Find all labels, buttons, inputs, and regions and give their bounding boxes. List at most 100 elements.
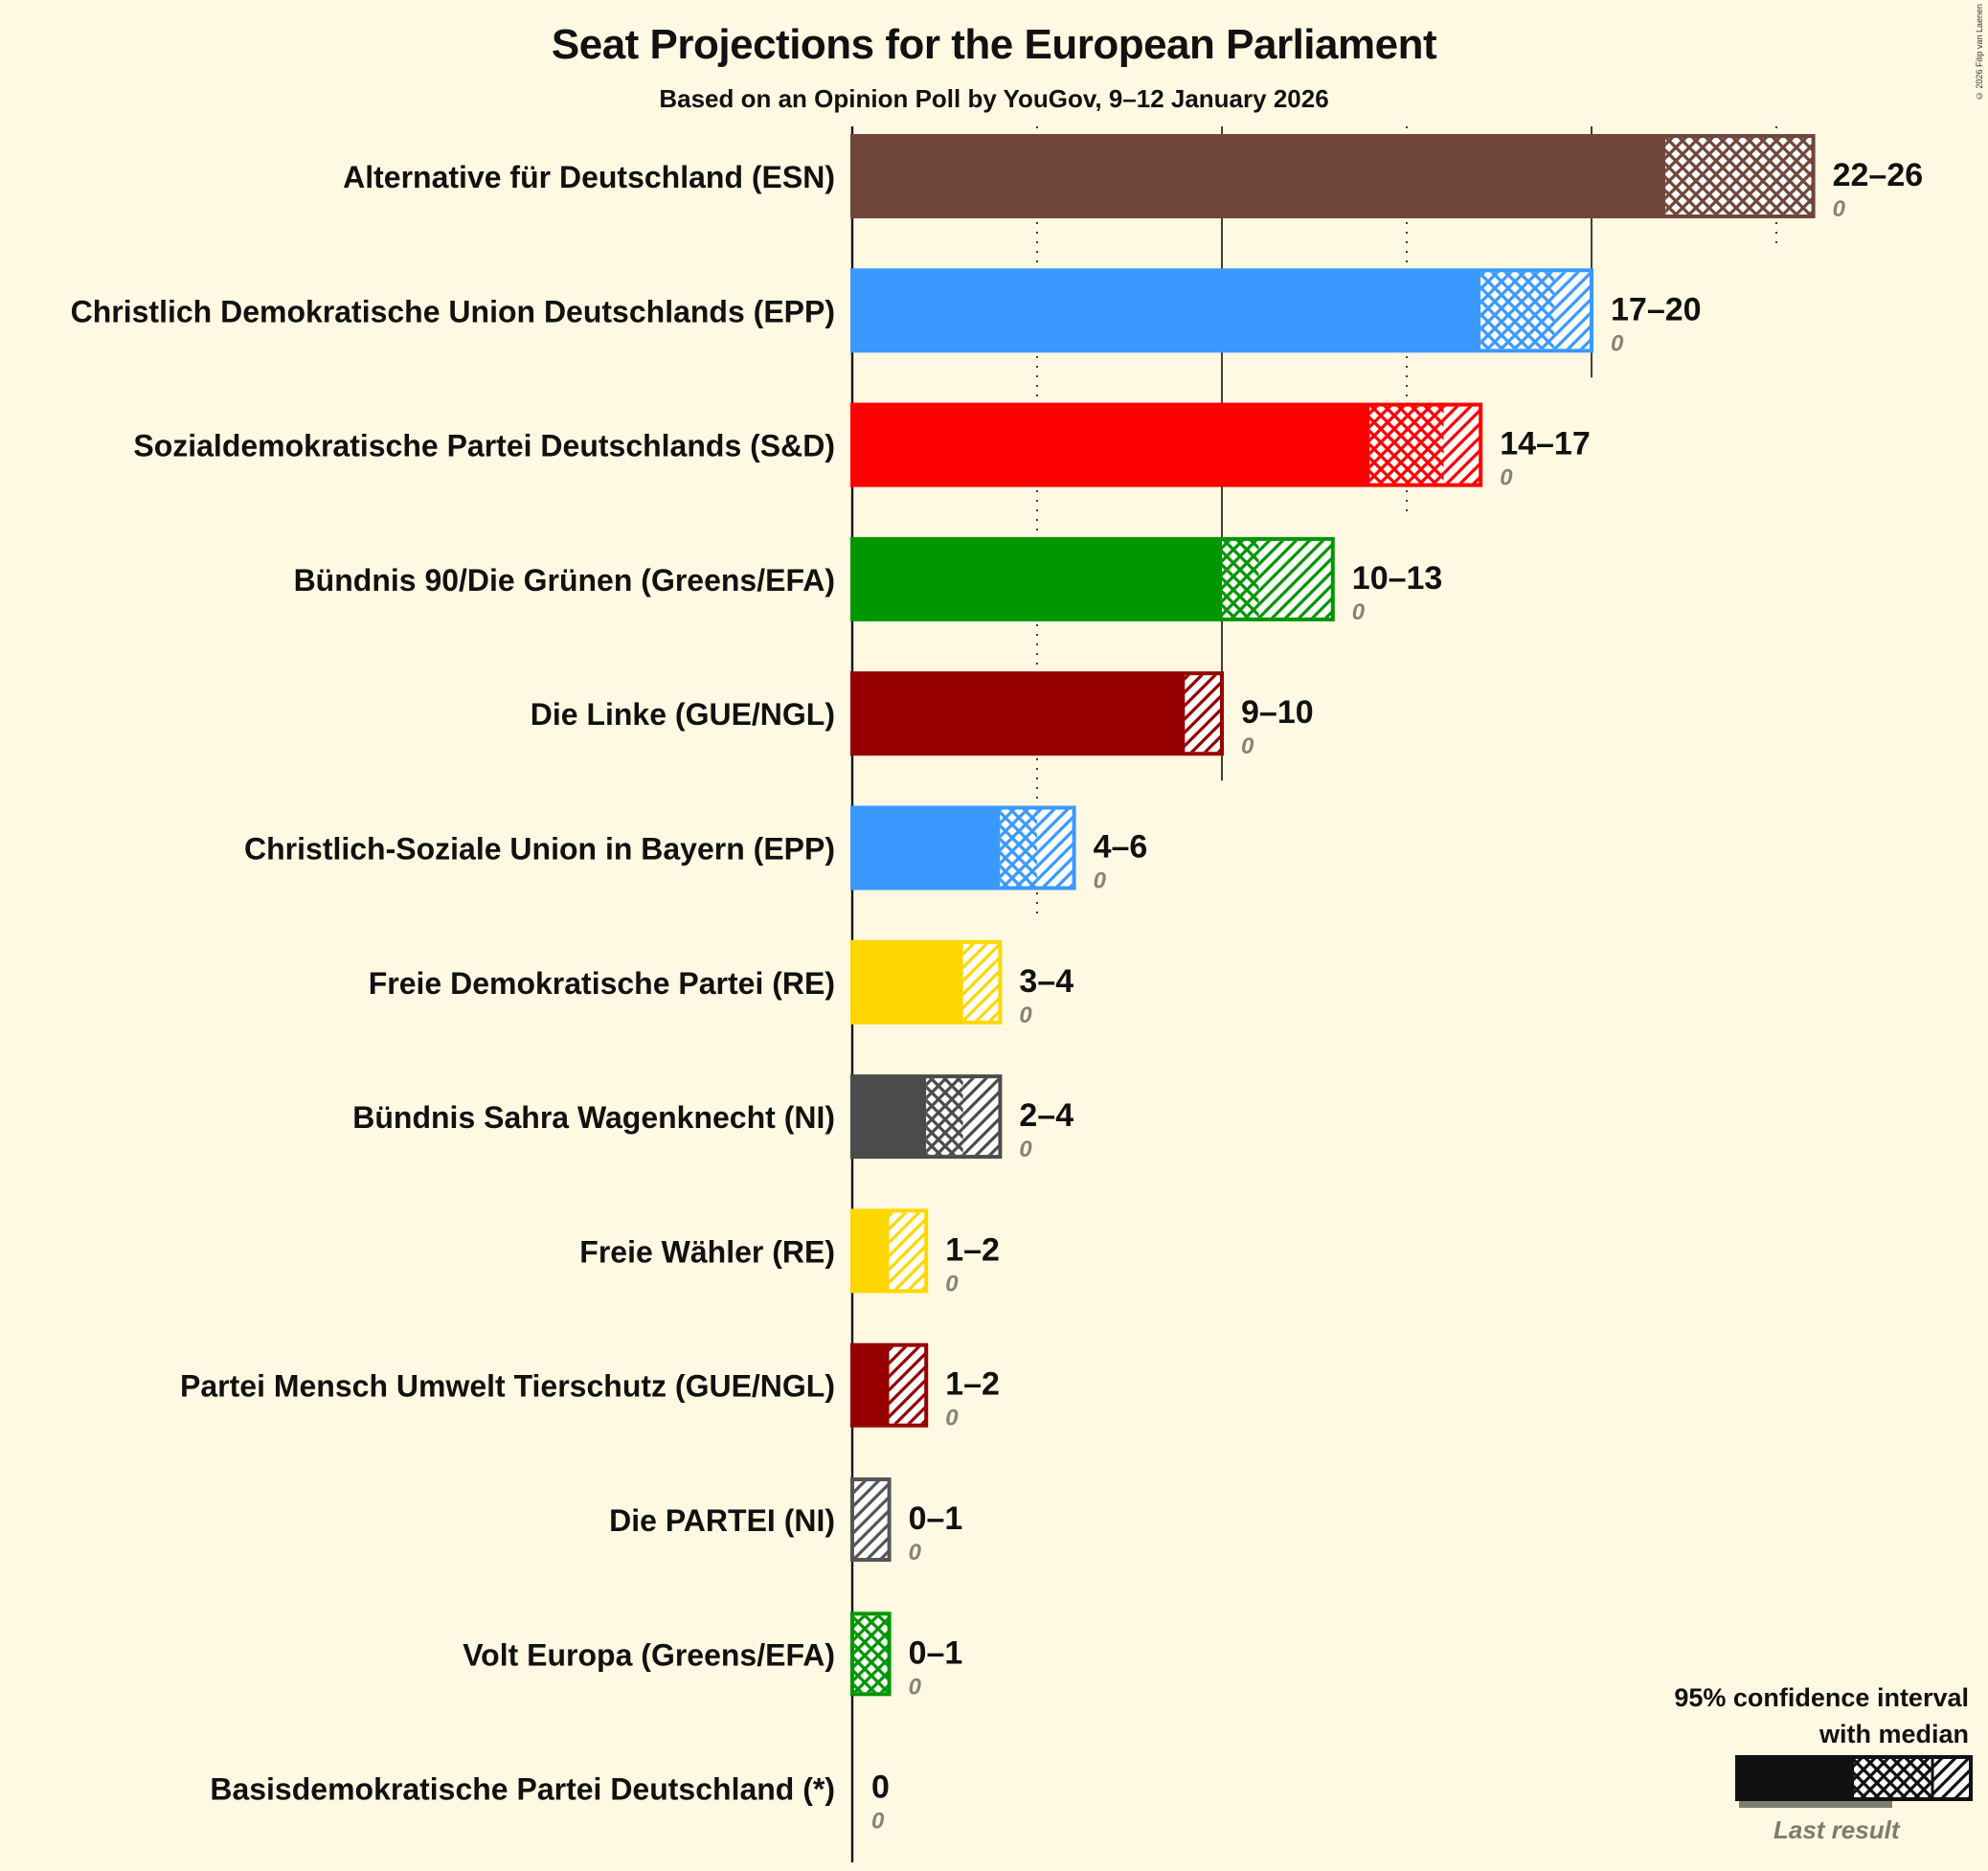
range-label: 22–26: [1833, 157, 1924, 193]
party-label: Freie Wähler (RE): [579, 1234, 835, 1269]
range-label: 0: [871, 1770, 890, 1806]
bar-row: Sozialdemokratische Partei Deutschlands …: [133, 402, 1591, 491]
bar-ci-upper: [1554, 272, 1592, 349]
bar-row: Alternative für Deutschland (ESN) 22–26 0: [343, 134, 1924, 222]
bar-ci-lower: [1369, 406, 1444, 484]
legend-swatch: [1735, 1755, 1973, 1808]
legend-solid: [1737, 1757, 1854, 1799]
legend-last-result-label: Last result: [1773, 1815, 1900, 1844]
party-label: Freie Demokratische Partei (RE): [369, 966, 835, 1001]
bar-ci-upper: [852, 1481, 890, 1558]
bar-row: Christlich-Soziale Union in Bayern (EPP)…: [244, 805, 1148, 894]
bar-row: Basisdemokratische Partei Deutschland (*…: [210, 1770, 890, 1835]
chart-subtitle: Based on an Opinion Poll by YouGov, 9–12…: [659, 84, 1329, 113]
bar-row: Freie Wähler (RE) 1–2 0: [579, 1208, 1000, 1296]
last-result-value: 0: [1611, 330, 1624, 356]
bar-ci-lower: [1480, 272, 1555, 349]
bar-solid: [852, 941, 963, 1023]
range-label: 9–10: [1241, 694, 1314, 731]
range-label: 14–17: [1500, 426, 1591, 462]
bar-outline: [850, 1074, 1003, 1160]
bar-outline: [850, 536, 1335, 621]
bar-ci-lower: [926, 1078, 963, 1156]
party-label: Volt Europa (Greens/EFA): [463, 1637, 835, 1672]
bar-outline: [850, 671, 1224, 756]
range-label: 0–1: [909, 1634, 963, 1671]
last-result-value: 0: [1833, 196, 1846, 222]
bar-outline: [850, 805, 1076, 890]
last-result-value: 0: [1094, 868, 1107, 894]
party-label: Christlich-Soziale Union in Bayern (EPP): [244, 832, 835, 867]
bar-outline: [850, 402, 1483, 487]
party-label: Bündnis Sahra Wagenknecht (NI): [352, 1100, 835, 1135]
bar-outline: [850, 268, 1593, 353]
bar-solid: [852, 1344, 890, 1426]
bar-row: Volt Europa (Greens/EFA) 0–1 0: [463, 1612, 963, 1700]
legend-ci-upper: [1932, 1759, 1969, 1797]
bar-ci-upper: [1443, 406, 1481, 484]
last-result-value: 0: [1500, 465, 1513, 491]
bar-ci-upper: [962, 1078, 1001, 1156]
last-result-value: 0: [1241, 733, 1254, 759]
bar-solid: [852, 1210, 890, 1292]
bar-solid: [852, 136, 1666, 216]
party-label: Partei Mensch Umwelt Tierschutz (GUE/NGL…: [180, 1369, 835, 1404]
party-label: Die PARTEI (NI): [609, 1503, 835, 1538]
bar-ci-upper: [889, 1346, 927, 1424]
party-label: Christlich Demokratische Union Deutschla…: [71, 294, 835, 328]
bar-outline: [850, 1208, 929, 1294]
range-label: 1–2: [945, 1231, 1000, 1268]
legend-title: 95% confidence interval with median: [1674, 1679, 1969, 1752]
bar-ci-lower: [1665, 138, 1814, 214]
range-label: 1–2: [945, 1366, 1000, 1403]
party-label: Sozialdemokratische Partei Deutschlands …: [133, 429, 835, 463]
bar-row: Bündnis Sahra Wagenknecht (NI) 2–4 0: [352, 1074, 1073, 1162]
last-result-value: 0: [1019, 1137, 1032, 1162]
last-result-value: 0: [1352, 599, 1366, 625]
last-result-value: 0: [909, 1540, 922, 1566]
chart-title: Seat Projections for the European Parlia…: [551, 21, 1437, 68]
bar-row: Die Linke (GUE/NGL) 9–100: [531, 671, 1314, 759]
bar-ci-lower: [1222, 540, 1259, 618]
bar-row: Bündnis 90/Die Grünen (Greens/EFA) 10–130: [294, 536, 1443, 625]
bar-solid: [852, 1076, 927, 1158]
bar-solid: [852, 270, 1481, 351]
bar-ci-lower: [1000, 809, 1037, 887]
bar-solid: [852, 673, 1186, 755]
bar-ci-upper: [889, 1212, 927, 1290]
bar-row: Freie Demokratische Partei (RE) 3–4 0: [369, 939, 1073, 1028]
last-result-value: 0: [1019, 1003, 1032, 1028]
bar-ci-upper: [1185, 675, 1222, 753]
bar-solid: [852, 538, 1222, 620]
range-label: 3–4: [1019, 963, 1073, 1000]
legend-ci-lower: [1854, 1759, 1932, 1797]
last-result-value: 0: [909, 1674, 922, 1700]
party-label: Basisdemokratische Partei Deutschland (*…: [210, 1772, 835, 1807]
bar-ci-upper: [1037, 809, 1074, 887]
bar-solid: [852, 404, 1370, 485]
range-label: 4–6: [1094, 829, 1148, 866]
legend-outline: [1735, 1755, 1973, 1801]
bar-ci-upper: [962, 943, 1001, 1021]
bar-ci-upper: [1258, 540, 1333, 618]
legend-title-line1: 95% confidence interval: [1674, 1683, 1969, 1712]
range-label: 17–20: [1611, 291, 1702, 327]
legend-title-line2: with median: [1819, 1720, 1969, 1748]
bar-row: Christlich Demokratische Union Deutschla…: [71, 268, 1702, 356]
bar-ci-lower: [852, 1615, 890, 1693]
bar-row: Die PARTEI (NI) 0–1 0: [609, 1477, 963, 1566]
range-label: 10–13: [1352, 560, 1443, 597]
party-label: Die Linke (GUE/NGL): [531, 697, 835, 732]
bar-outline: [850, 134, 1816, 218]
bar-solid: [852, 807, 1001, 889]
party-label: Alternative für Deutschland (ESN): [343, 160, 835, 194]
party-label: Bündnis 90/Die Grünen (Greens/EFA): [294, 563, 835, 597]
bar-outline: [850, 939, 1003, 1025]
bar-outline: [850, 1612, 892, 1697]
range-label: 2–4: [1019, 1097, 1073, 1134]
last-result-value: 0: [871, 1809, 885, 1835]
last-result-value: 0: [945, 1406, 959, 1431]
range-label: 0–1: [909, 1500, 963, 1537]
bar-outline: [850, 1477, 892, 1562]
